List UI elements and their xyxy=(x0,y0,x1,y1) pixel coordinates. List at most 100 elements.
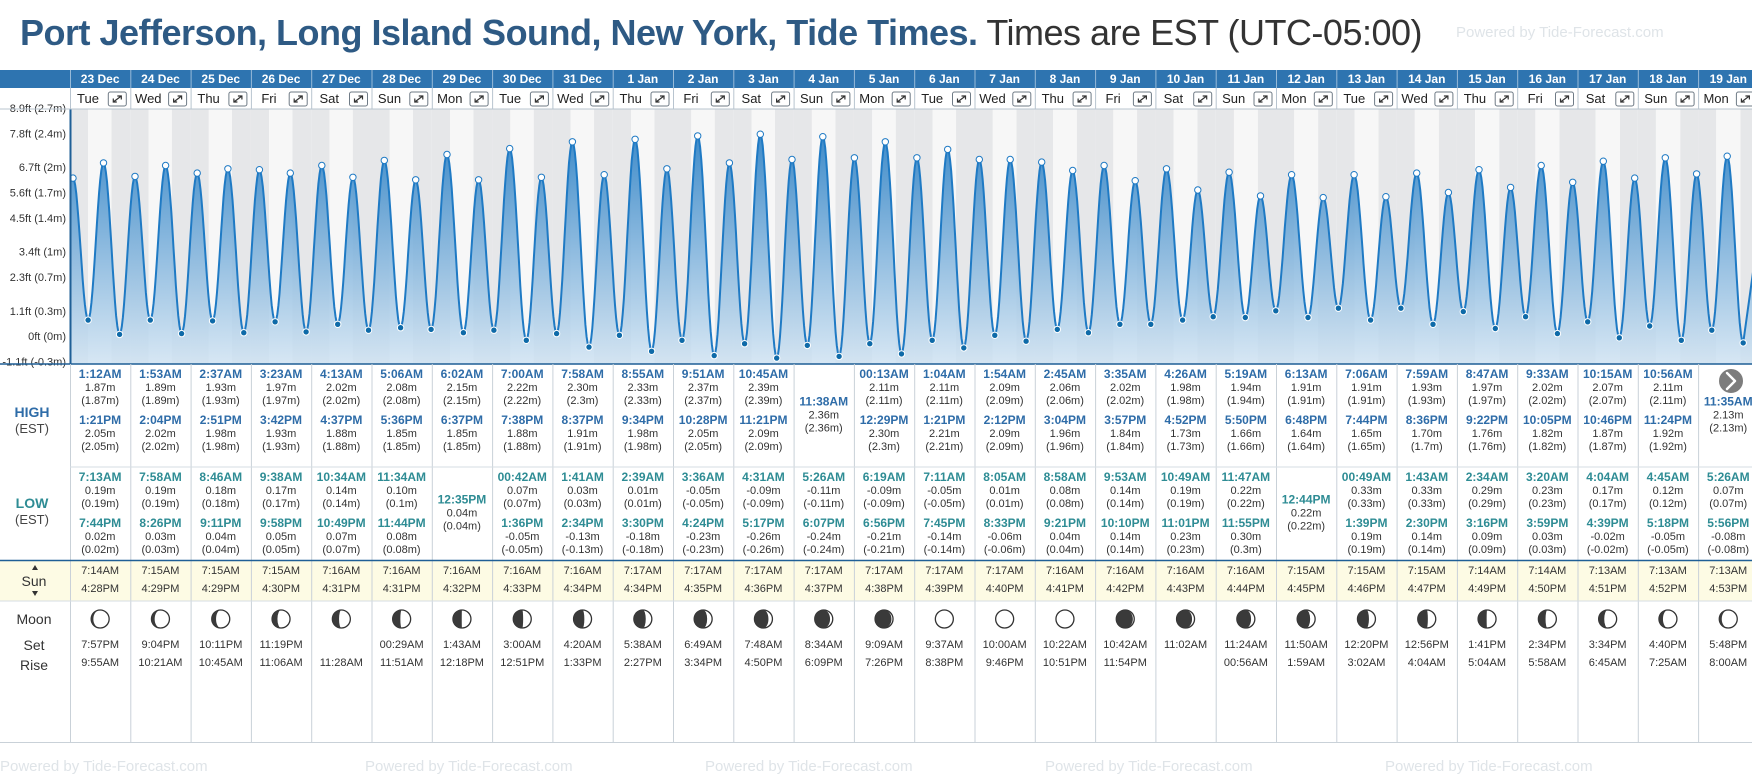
expand-glyph xyxy=(1198,95,1208,103)
expand-icon[interactable] xyxy=(1313,91,1333,107)
expand-icon[interactable] xyxy=(952,91,971,107)
expand-icon[interactable] xyxy=(469,91,489,107)
low-time: 6:19AM xyxy=(863,470,906,484)
sunrise-time: 7:16AM xyxy=(564,565,602,577)
expand-icon[interactable] xyxy=(1555,91,1574,107)
low-tide-point xyxy=(1147,320,1155,329)
day-of-week: Sun xyxy=(378,91,401,106)
high-tide-point xyxy=(286,169,294,177)
next-button[interactable] xyxy=(1717,367,1745,395)
expand-icon[interactable] xyxy=(650,91,670,107)
y-axis-tick-label: 2.3ft (0.7m) xyxy=(10,272,66,284)
high-time: 3:57PM xyxy=(1104,413,1146,427)
expand-icon[interactable] xyxy=(409,91,429,107)
high-height-alt: (2.09m) xyxy=(986,395,1024,407)
high-time: 3:23AM xyxy=(260,367,303,381)
moon-shadow xyxy=(1236,610,1252,628)
expand-icon[interactable] xyxy=(1434,91,1454,107)
moon-row-label: Moon xyxy=(16,611,51,627)
expand-icon[interactable] xyxy=(1675,91,1695,107)
expand-icon[interactable] xyxy=(1012,91,1032,107)
expand-icon[interactable] xyxy=(349,91,368,107)
low-tide-point xyxy=(740,340,749,348)
low-height-alt: (0.14m) xyxy=(322,498,360,510)
expand-icon[interactable] xyxy=(228,91,248,107)
moon-shadow xyxy=(1538,610,1548,628)
expand-glyph xyxy=(1258,95,1268,103)
expand-glyph xyxy=(353,95,364,103)
low-height: 0.19m xyxy=(1351,531,1382,543)
moonrise-time: 4:04AM xyxy=(1408,657,1446,669)
expand-icon[interactable] xyxy=(1494,91,1514,107)
low-time: 7:45PM xyxy=(923,516,965,530)
expand-glyph xyxy=(1379,95,1389,103)
expand-icon[interactable] xyxy=(1193,91,1213,107)
expand-icon[interactable] xyxy=(1735,91,1752,107)
day-date: 12 Jan xyxy=(1287,72,1324,86)
low-tide-point xyxy=(928,336,936,344)
low-tide-point xyxy=(1272,307,1280,315)
sunrise-time: 7:16AM xyxy=(503,565,541,577)
moon-shadow xyxy=(754,610,769,628)
low-height-alt: (0.19m) xyxy=(1347,544,1385,556)
low-time: 4:39PM xyxy=(1587,516,1629,530)
expand-icon[interactable] xyxy=(1374,91,1394,107)
high-height: 2.05m xyxy=(688,428,719,440)
expand-glyph xyxy=(715,95,725,103)
high-height: 1.76m xyxy=(1472,428,1503,440)
expand-glyph xyxy=(1137,95,1147,103)
high-height-alt: (1.98m) xyxy=(202,441,240,453)
sunset-time: 4:42PM xyxy=(1106,583,1144,595)
high-height: 1.85m xyxy=(386,428,417,440)
expand-icon[interactable] xyxy=(288,91,308,107)
moonset-time: 5:48PM xyxy=(1709,639,1747,651)
sunrise-time: 7:13AM xyxy=(1589,565,1627,577)
high-tide-point xyxy=(1537,161,1545,170)
expand-icon[interactable] xyxy=(1615,91,1635,107)
high-height: 1.91m xyxy=(567,428,598,440)
high-height-alt: (2.02m) xyxy=(322,395,360,407)
high-height: 2.21m xyxy=(929,428,960,440)
moon-phase-icon xyxy=(1055,609,1075,629)
low-tide-point xyxy=(1053,325,1062,334)
low-tide-point xyxy=(1366,316,1375,324)
expand-icon[interactable] xyxy=(831,91,851,107)
watermark-footer: Powered by Tide-Forecast.com xyxy=(1385,758,1593,775)
high-tide-point xyxy=(70,174,77,182)
high-tide-point xyxy=(725,159,734,167)
low-tide-point xyxy=(208,317,217,325)
low-time: 11:55PM xyxy=(1222,516,1270,530)
expand-icon[interactable] xyxy=(1253,91,1273,107)
expand-icon[interactable] xyxy=(168,91,188,107)
high-time: 7:59AM xyxy=(1405,367,1448,381)
chevron-right-icon[interactable] xyxy=(1717,367,1745,395)
expand-icon[interactable] xyxy=(107,91,127,107)
high-time: 6:48PM xyxy=(1285,413,1327,427)
high-height-alt: (2.02m) xyxy=(1106,395,1144,407)
moonset-row-label: Set xyxy=(23,637,44,653)
expand-icon[interactable] xyxy=(1072,91,1092,107)
high-time: 11:24PM xyxy=(1644,413,1692,427)
day-date: 5 Jan xyxy=(869,72,900,86)
high-time: 2:37AM xyxy=(199,367,242,381)
low-height-alt: (-0.06m) xyxy=(984,544,1026,556)
low-height-alt: (-0.05m) xyxy=(682,498,724,510)
high-height: 1.82m xyxy=(1532,428,1563,440)
low-tide-point xyxy=(1334,304,1343,312)
low-tide-point xyxy=(710,351,718,360)
expand-icon[interactable] xyxy=(891,91,911,107)
low-height-alt: (-0.09m) xyxy=(743,498,785,510)
expand-icon[interactable] xyxy=(710,91,730,107)
sunrise-time: 7:16AM xyxy=(1167,565,1205,577)
high-time: 2:12PM xyxy=(984,413,1026,427)
expand-icon[interactable] xyxy=(529,91,549,107)
page-title: Port Jefferson, Long Island Sound, New Y… xyxy=(20,12,1422,54)
high-tide-point xyxy=(1506,183,1515,192)
expand-icon[interactable] xyxy=(590,91,610,107)
high-height: 1.89m xyxy=(145,382,176,394)
low-time: 11:44PM xyxy=(378,516,426,530)
low-time: 1:39PM xyxy=(1345,516,1387,530)
expand-icon[interactable] xyxy=(771,91,791,107)
expand-icon[interactable] xyxy=(1132,91,1152,107)
low-height: 0.19m xyxy=(145,485,176,497)
